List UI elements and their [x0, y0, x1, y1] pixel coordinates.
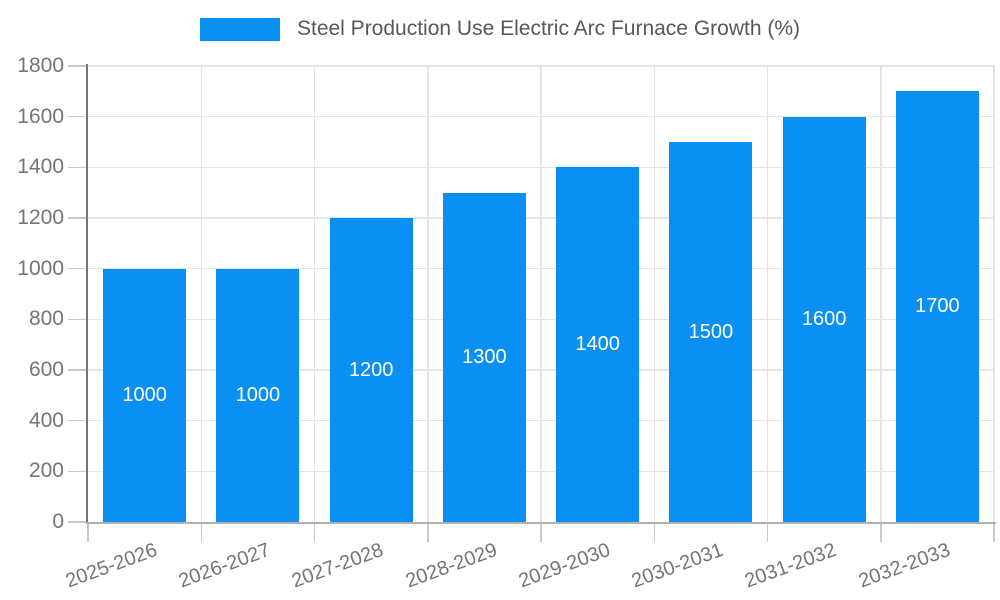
x-axis-label: 2031-2032 — [742, 539, 840, 593]
x-axis-label: 2028-2029 — [402, 539, 500, 593]
y-tick — [68, 115, 88, 118]
y-axis-label: 1000 — [17, 256, 64, 280]
bar-value-label: 1700 — [915, 295, 960, 318]
x-gridline — [313, 66, 316, 522]
bar-2027-2028: 1200 — [329, 218, 413, 522]
y-tick — [68, 318, 88, 321]
bar-2031-2032: 1600 — [782, 116, 866, 522]
x-tick — [87, 524, 89, 542]
bar-2030-2031: 1500 — [669, 142, 753, 522]
y-axis-label: 1400 — [17, 155, 64, 179]
x-axis-label: 2026-2027 — [175, 539, 274, 593]
bar-value-label: 1400 — [575, 333, 620, 356]
x-axis-line — [86, 522, 996, 524]
x-axis-label: 2027-2028 — [289, 539, 387, 593]
x-tick — [880, 524, 882, 542]
bar-2026-2027: 1000 — [216, 268, 300, 522]
x-tick — [313, 524, 316, 542]
y-tick — [68, 267, 88, 270]
x-gridline — [993, 66, 995, 522]
x-gridline — [427, 66, 429, 522]
y-axis-line — [86, 64, 88, 524]
legend-series-label: Steel Production Use Electric Arc Furnac… — [296, 17, 800, 40]
x-axis-label: 2030-2031 — [628, 539, 727, 593]
y-tick — [68, 470, 88, 473]
bar-2025-2026: 1000 — [103, 268, 187, 522]
y-axis-label: 800 — [28, 307, 64, 331]
x-gridline — [540, 66, 542, 522]
x-axis-label: 2032-2033 — [855, 539, 953, 593]
y-axis-label: 200 — [28, 459, 64, 483]
bar-2032-2033: 1700 — [895, 91, 979, 522]
x-tick — [766, 524, 769, 542]
y-tick — [68, 217, 88, 219]
y-axis-label: 600 — [28, 358, 64, 381]
x-tick — [653, 524, 655, 542]
x-axis-label: 2025-2026 — [62, 539, 161, 593]
x-gridline — [880, 66, 882, 522]
x-axis-label: 2029-2030 — [515, 539, 614, 593]
y-axis-label: 0 — [52, 510, 64, 533]
x-gridline — [766, 66, 769, 522]
y-tick — [68, 369, 88, 371]
bar-value-label: 1200 — [348, 358, 394, 381]
x-tick — [427, 524, 429, 542]
x-gridline — [200, 66, 202, 522]
y-tick — [68, 65, 88, 67]
y-tick — [68, 521, 88, 523]
bar-value-label: 1000 — [122, 383, 167, 406]
y-tick — [68, 419, 88, 422]
y-tick — [68, 166, 88, 169]
bar-2028-2029: 1300 — [442, 192, 526, 522]
bar-value-label: 1000 — [235, 383, 281, 406]
x-gridline — [653, 66, 655, 522]
bar-value-label: 1300 — [462, 345, 507, 368]
y-axis-label: 1600 — [17, 104, 64, 128]
x-tick — [540, 524, 542, 542]
x-tick — [200, 524, 202, 542]
y-axis-label: 1800 — [17, 54, 64, 77]
legend-swatch-icon — [199, 17, 280, 41]
chart-legend: Steel Production Use Electric Arc Furnac… — [0, 17, 1000, 41]
bar-2029-2030: 1400 — [556, 167, 640, 522]
y-axis-label: 1200 — [17, 206, 64, 229]
bar-value-label: 1600 — [801, 307, 847, 330]
x-tick — [993, 524, 995, 542]
bar-value-label: 1500 — [688, 320, 734, 343]
y-axis-label: 400 — [28, 408, 64, 432]
